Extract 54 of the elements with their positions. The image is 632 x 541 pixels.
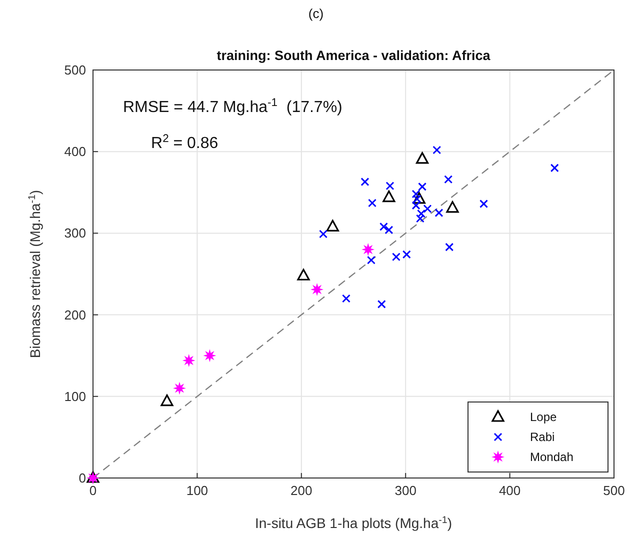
x-tick-label: 100 (186, 483, 208, 498)
point (368, 198, 377, 208)
x-tick-label: 200 (290, 483, 312, 498)
x-tick-label: 0 (89, 483, 97, 498)
y-tick-label: 200 (64, 307, 86, 322)
point (312, 284, 322, 295)
point (445, 242, 454, 252)
point (342, 294, 350, 303)
point (423, 204, 432, 213)
x-tick-label: 500 (603, 483, 625, 498)
point (412, 192, 426, 204)
point (432, 146, 442, 154)
x-axis-title: In-situ AGB 1-ha plots (Mg.ha$^{-1}$) (254, 514, 452, 531)
y-tick-label: 400 (64, 144, 86, 160)
y-tick-label: 0 (78, 470, 86, 486)
point (204, 350, 216, 361)
point (386, 182, 394, 190)
point (446, 201, 459, 213)
annotation: RMSE = 44.7 Mg.ha$^{-1}$ (17.7%) (123, 97, 342, 116)
point (160, 394, 174, 406)
point (362, 244, 374, 255)
x-tick-label: 400 (498, 483, 521, 498)
point (392, 252, 400, 262)
point (377, 300, 386, 308)
legend-label: Lope (530, 410, 558, 424)
point (174, 382, 185, 394)
point (416, 209, 426, 218)
text: (c) (308, 6, 324, 21)
point (326, 220, 339, 232)
y-tick-label: 500 (64, 62, 86, 78)
point (384, 226, 394, 234)
point (480, 200, 488, 208)
chart-title: training: South America - validation: Africa (216, 48, 491, 63)
point (402, 250, 411, 259)
point (416, 214, 424, 223)
annotation: R$^{2}$ = 0.86 (151, 133, 218, 152)
legend-label: Rabi (530, 430, 555, 444)
point (416, 152, 429, 164)
point (319, 230, 328, 238)
legend-label: Mondah (530, 450, 574, 464)
point (412, 201, 420, 210)
point (434, 208, 444, 218)
point (183, 355, 194, 366)
point (418, 182, 427, 191)
y-tick-label: 100 (64, 388, 86, 404)
point (382, 190, 396, 202)
point (444, 175, 453, 184)
point (297, 268, 310, 280)
x-tick-label: 300 (394, 483, 416, 498)
y-tick-label: 300 (64, 226, 86, 241)
point (366, 256, 376, 264)
point (379, 222, 388, 231)
point (360, 178, 370, 186)
point (550, 164, 559, 172)
